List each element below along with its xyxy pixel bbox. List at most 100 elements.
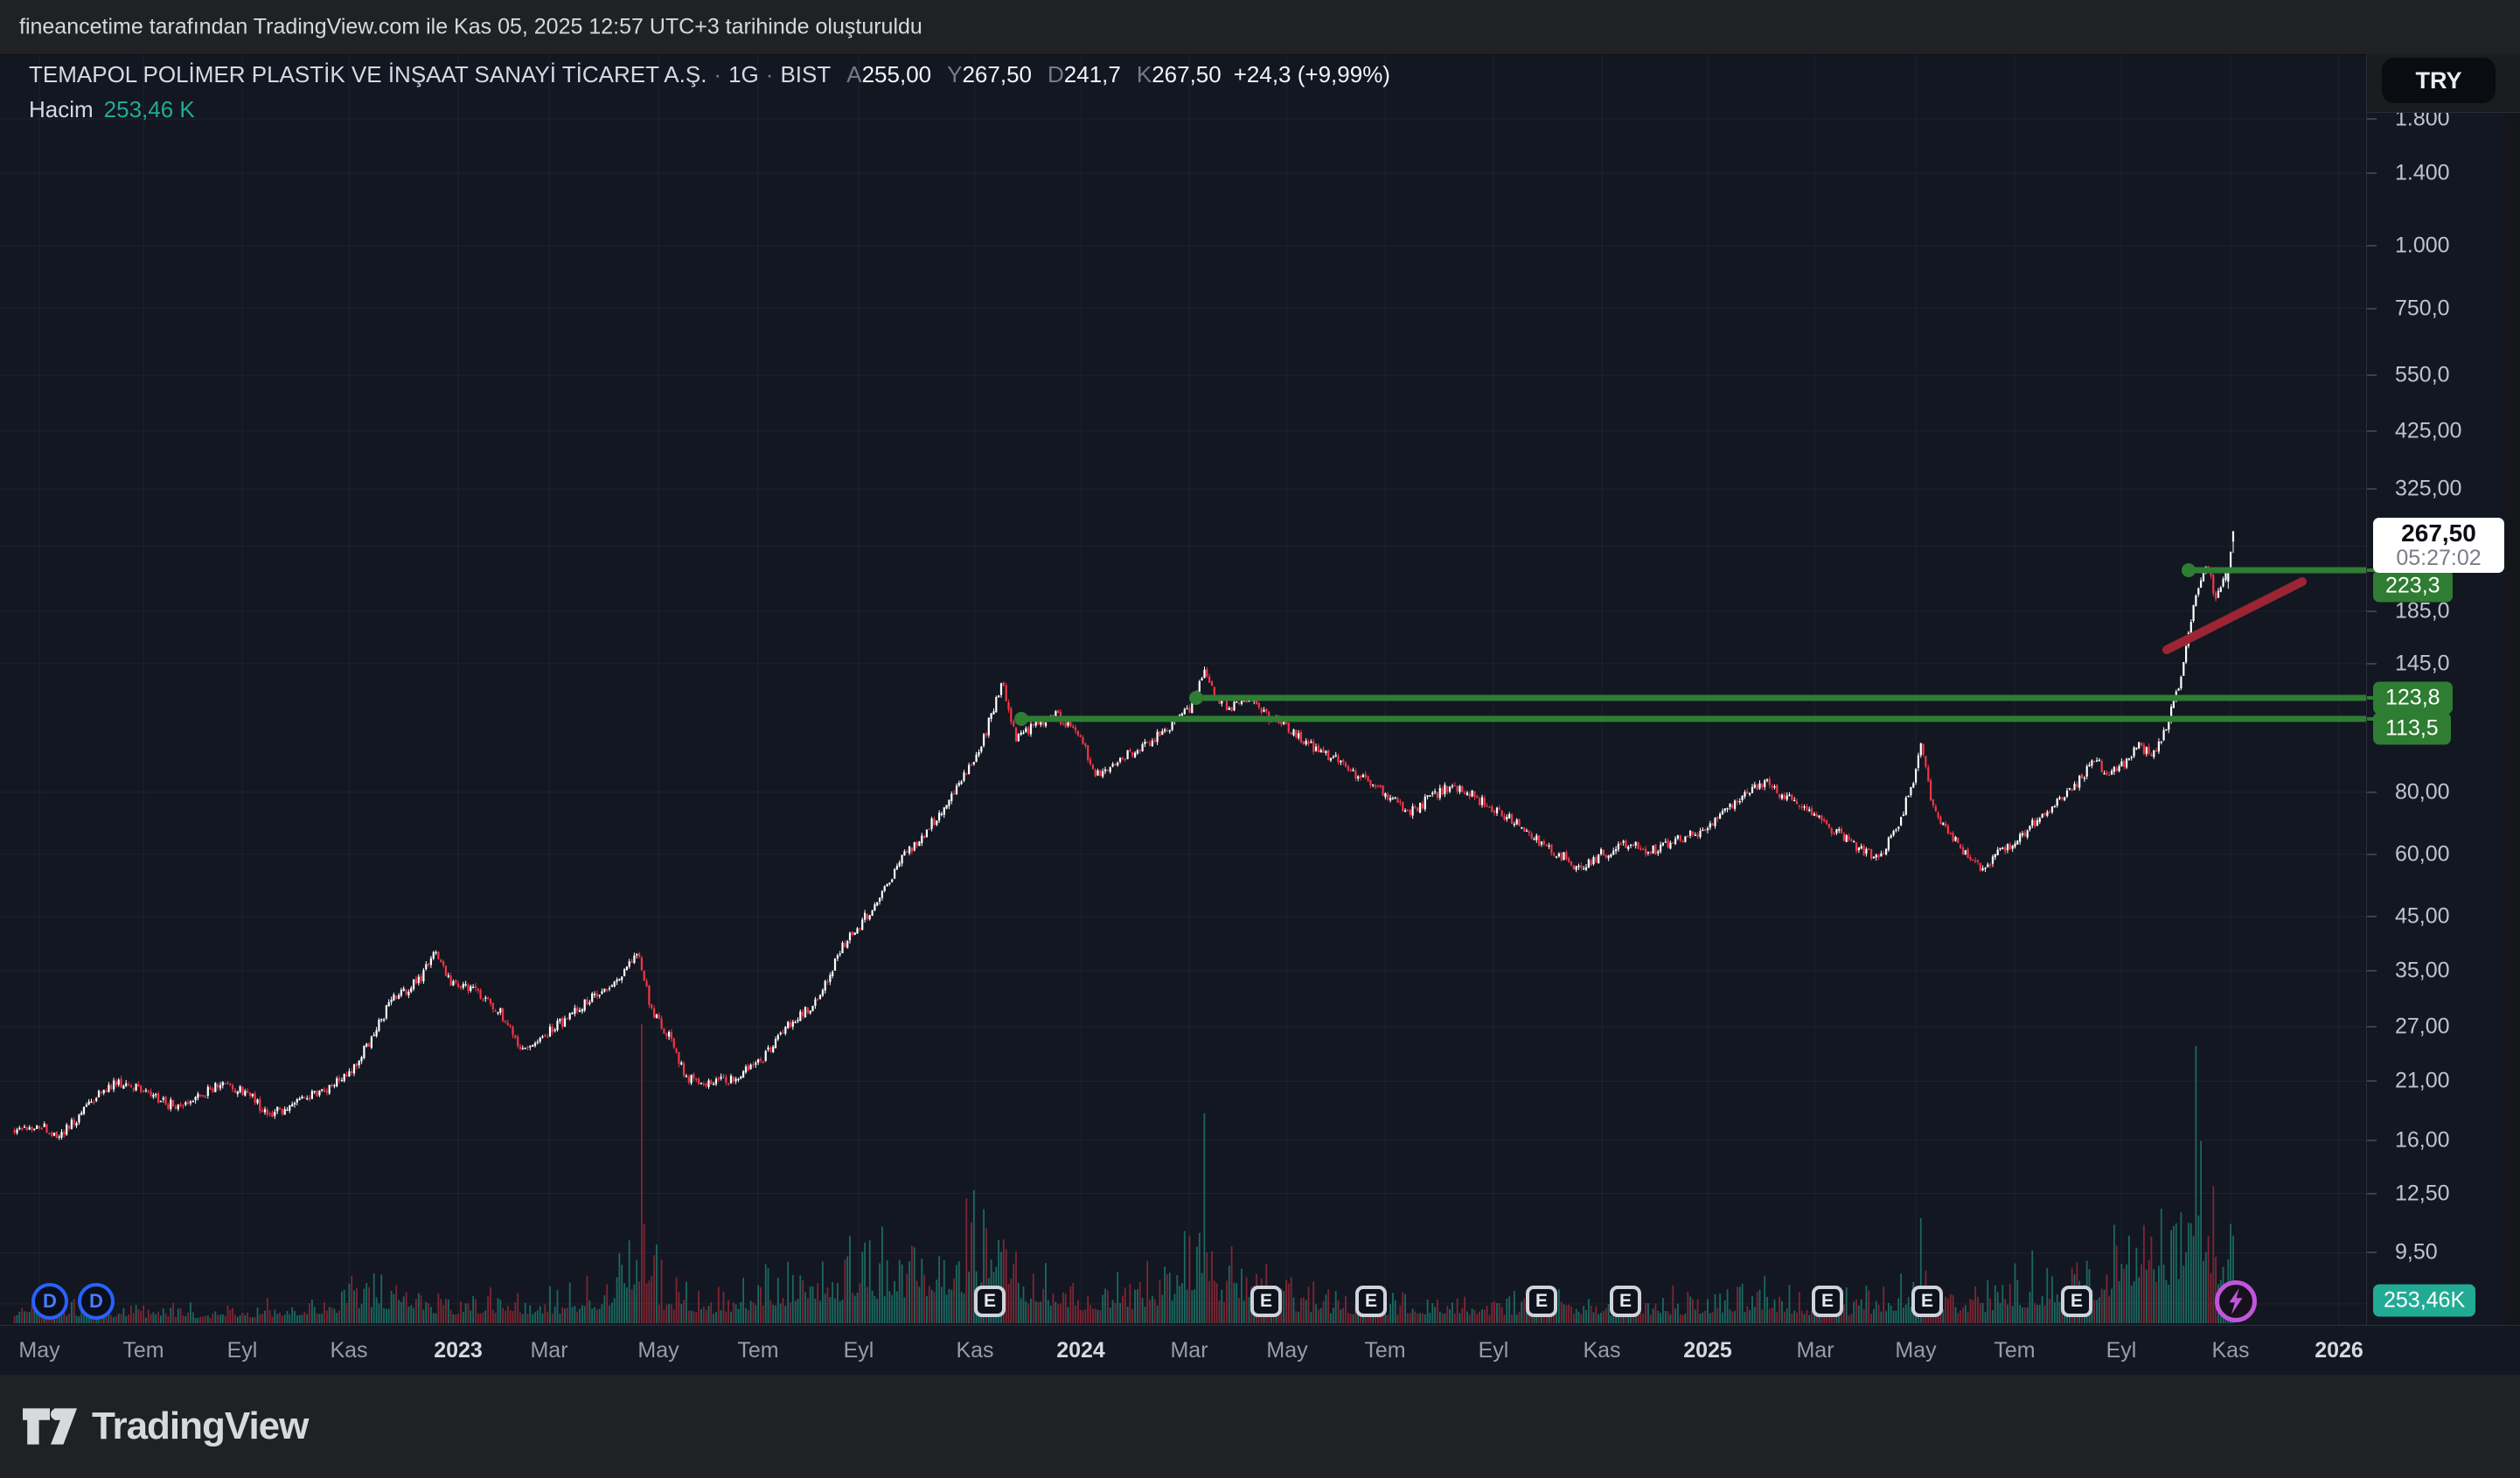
earnings-marker[interactable]: E: [1355, 1286, 1387, 1317]
price-tick-label: 45,00: [2395, 903, 2450, 929]
brand-wordmark: TradingView: [92, 1405, 309, 1447]
time-axis-label: Eyl: [843, 1338, 874, 1363]
price-axis-margin: [2506, 54, 2520, 1375]
lightning-icon: [2229, 1288, 2243, 1314]
price-tick-dash: [2367, 610, 2377, 612]
time-axis-label: Mar: [1170, 1338, 1208, 1363]
time-axis-label: Tem: [1994, 1338, 2036, 1363]
price-tick-dash: [2367, 430, 2377, 432]
time-axis-corner: [2366, 1325, 2520, 1376]
price-tick-label: 550,0: [2395, 362, 2450, 387]
price-tick-dash: [2367, 1026, 2377, 1028]
time-axis-label: Kas: [956, 1338, 994, 1363]
time-axis-label: Eyl: [1478, 1338, 1509, 1363]
change-value: +24,3 (+9,99%): [1233, 61, 1390, 87]
tradingview-logo[interactable]: TradingView: [22, 1405, 309, 1448]
dividend-marker[interactable]: D: [31, 1283, 68, 1320]
price-tick-label: 80,00: [2395, 779, 2450, 805]
price-tick-dash: [2367, 854, 2377, 855]
earnings-marker[interactable]: E: [1911, 1286, 1943, 1317]
time-axis-label: 2023: [434, 1338, 483, 1363]
level-tick-dash: [2367, 696, 2378, 700]
time-axis-label: May: [18, 1338, 60, 1363]
earnings-marker[interactable]: E: [1812, 1286, 1843, 1317]
time-axis-label: Eyl: [226, 1338, 258, 1363]
price-tick-label: 9,50: [2395, 1239, 2438, 1265]
price-tick-label: 27,00: [2395, 1014, 2450, 1039]
separator: ·: [714, 61, 722, 87]
earnings-marker[interactable]: E: [974, 1286, 1006, 1317]
price-tick-dash: [2367, 374, 2377, 376]
high-key: Y: [947, 61, 963, 87]
price-tick-dash: [2367, 663, 2377, 665]
time-axis-label: Tem: [737, 1338, 779, 1363]
price-tick-dash: [2367, 118, 2377, 120]
attribution-bar: fineancetime tarafından TradingView.com …: [0, 0, 2520, 55]
volume-legend-row: Hacim 253,46 K: [29, 96, 1390, 123]
exchange-label: BIST: [780, 61, 832, 87]
time-axis-label: May: [637, 1338, 679, 1363]
price-tick-label: 750,0: [2395, 296, 2450, 321]
price-tick-dash: [2367, 916, 2377, 917]
symbol-title: TEMAPOL POLİMER PLASTİK VE İNŞAAT SANAYİ…: [29, 61, 707, 87]
last-price-label: 267,50 05:27:02: [2373, 518, 2504, 573]
price-tick-label: 425,00: [2395, 418, 2462, 443]
tradingview-logo-icon: [23, 1408, 77, 1445]
price-tick-dash: [2367, 488, 2377, 490]
level-tick-dash: [2367, 568, 2378, 572]
price-tick-dash: [2367, 1140, 2377, 1141]
currency-toggle-button[interactable]: TRY: [2382, 58, 2496, 103]
dividend-marker[interactable]: D: [78, 1283, 115, 1320]
price-tick-dash: [2367, 245, 2377, 247]
level-price-label: 113,5: [2373, 712, 2451, 745]
flash-lightning-marker[interactable]: [2215, 1280, 2257, 1322]
time-axis-label: Mar: [530, 1338, 568, 1363]
time-axis-label: 2025: [1683, 1338, 1732, 1363]
time-axis-label: May: [1895, 1338, 1937, 1363]
bar-countdown: 05:27:02: [2396, 546, 2482, 570]
close-value: 267,50: [1152, 61, 1222, 87]
price-tick-dash: [2367, 1251, 2377, 1253]
time-axis[interactable]: May Tem Eyl Kas 2023 Mar May Tem Eyl Kas 2024 Mar Ma…: [0, 1325, 2366, 1376]
separator: ·: [765, 61, 774, 87]
level-price-label: 123,8: [2373, 681, 2453, 715]
earnings-marker[interactable]: E: [1250, 1286, 1282, 1317]
high-value: 267,50: [962, 61, 1032, 87]
time-axis-label: Mar: [1796, 1338, 1834, 1363]
symbol-title-row: TEMAPOL POLİMER PLASTİK VE İNŞAAT SANAYİ…: [29, 61, 1390, 88]
level-price-label: 223,3: [2373, 569, 2453, 603]
footer-bar: TradingView: [0, 1375, 2520, 1478]
open-value: 255,00: [861, 61, 932, 87]
price-tick-dash: [2367, 172, 2377, 174]
attribution-text: fineancetime tarafından TradingView.com …: [19, 14, 922, 39]
price-tick-label: 35,00: [2395, 958, 2450, 983]
price-axis[interactable]: 1.800 1.400 1.000 750,0 550,0 425,00 325,00 185…: [2366, 54, 2507, 1375]
level-tick-dash: [2367, 717, 2378, 721]
low-value: 241,7: [1063, 61, 1121, 87]
time-axis-label: Tem: [122, 1338, 164, 1363]
time-axis-label: Tem: [1364, 1338, 1406, 1363]
earnings-marker[interactable]: E: [2061, 1286, 2092, 1317]
low-key: D: [1048, 61, 1064, 87]
price-tick-dash: [2367, 970, 2377, 972]
time-axis-label: 2026: [2315, 1338, 2363, 1363]
volume-value: 253,46 K: [103, 96, 195, 122]
volume-axis-label: 253,46K: [2373, 1284, 2476, 1317]
time-axis-label: Eyl: [2106, 1338, 2137, 1363]
open-key: A: [846, 61, 862, 87]
price-tick-label: 145,0: [2395, 651, 2450, 676]
earnings-marker[interactable]: E: [1526, 1286, 1557, 1317]
time-axis-label: Kas: [1583, 1338, 1621, 1363]
earnings-marker[interactable]: E: [1610, 1286, 1641, 1317]
price-tick-label: 12,50: [2395, 1181, 2450, 1206]
price-tick-label: 185,0: [2395, 598, 2450, 624]
price-tick-label: 325,00: [2395, 476, 2462, 501]
interval-label: 1G: [728, 61, 759, 87]
price-tick-dash: [2367, 308, 2377, 310]
time-axis-label: Kas: [330, 1338, 368, 1363]
price-tick-label: 1.400: [2395, 160, 2450, 185]
price-tick-dash: [2367, 791, 2377, 793]
price-tick-label: 1.000: [2395, 233, 2450, 258]
